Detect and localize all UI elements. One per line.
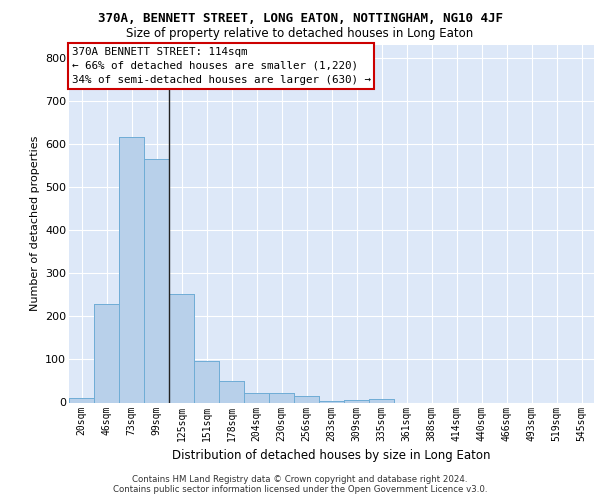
Bar	[194, 361, 219, 403]
Bar	[94, 304, 119, 402]
Bar	[144, 158, 169, 402]
X-axis label: Distribution of detached houses by size in Long Eaton: Distribution of detached houses by size …	[172, 449, 491, 462]
Text: Contains HM Land Registry data © Crown copyright and database right 2024.: Contains HM Land Registry data © Crown c…	[132, 475, 468, 484]
Bar	[119, 137, 144, 402]
Bar	[119, 137, 144, 402]
Bar	[294, 396, 319, 402]
Bar	[244, 393, 269, 402]
Bar	[319, 401, 344, 402]
Bar	[294, 396, 319, 402]
Bar	[94, 304, 119, 402]
Bar	[269, 393, 294, 402]
Text: 370A BENNETT STREET: 114sqm
← 66% of detached houses are smaller (1,220)
34% of : 370A BENNETT STREET: 114sqm ← 66% of det…	[71, 47, 371, 85]
Bar	[344, 400, 369, 402]
Bar	[169, 294, 194, 403]
Bar	[69, 398, 94, 402]
Bar	[369, 399, 394, 402]
Bar	[69, 398, 94, 402]
Text: Size of property relative to detached houses in Long Eaton: Size of property relative to detached ho…	[127, 28, 473, 40]
Y-axis label: Number of detached properties: Number of detached properties	[29, 136, 40, 312]
Text: 370A, BENNETT STREET, LONG EATON, NOTTINGHAM, NG10 4JF: 370A, BENNETT STREET, LONG EATON, NOTTIN…	[97, 12, 503, 26]
Bar	[369, 399, 394, 402]
Text: Contains public sector information licensed under the Open Government Licence v3: Contains public sector information licen…	[113, 484, 487, 494]
Bar	[344, 400, 369, 402]
Bar	[144, 158, 169, 402]
Bar	[269, 393, 294, 402]
Bar	[169, 294, 194, 403]
Bar	[219, 382, 244, 402]
Bar	[219, 382, 244, 402]
Bar	[244, 393, 269, 402]
Bar	[194, 361, 219, 403]
Bar	[319, 401, 344, 402]
